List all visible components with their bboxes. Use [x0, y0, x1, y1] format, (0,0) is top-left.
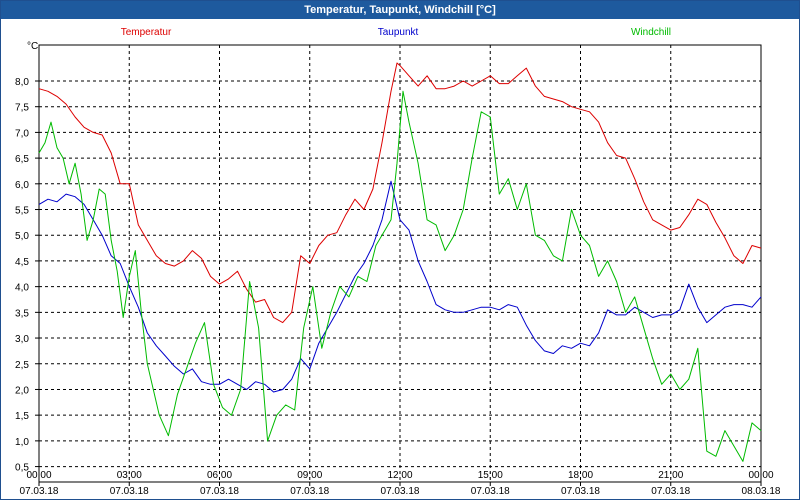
y-tick-label: 3,5 — [15, 308, 29, 319]
y-tick-label: 7,5 — [15, 103, 29, 114]
y-tick-label: 5,0 — [15, 231, 29, 242]
x-tick-date-label: 07.03.18 — [200, 486, 239, 497]
y-tick-label: 7,0 — [15, 128, 29, 139]
y-tick-label: 1,5 — [15, 411, 29, 422]
x-tick-time-label: 03:00 — [117, 470, 142, 481]
x-tick-time-label: 09:00 — [297, 470, 322, 481]
y-tick-label: 2,0 — [15, 385, 29, 396]
y-axis-label: °C — [27, 41, 38, 52]
y-tick-label: 4,0 — [15, 283, 29, 294]
chart-plot: 0,5 1,0 1,5 2,0 2,5 3,0 3,5 4,0 4,5 5,0 5,5 6,0 6,5 7… — [15, 27, 781, 497]
series-line-windchill — [38, 90, 762, 462]
x-tick-time-label: 12:00 — [387, 470, 412, 481]
y-tick-label: 8,0 — [15, 77, 29, 88]
series-line-temperatur — [38, 62, 762, 324]
x-axis-ticks: 00:00 07.03.18 03:00 07.03.18 06:00 07.03.18 0… — [20, 470, 781, 497]
y-axis-ticks: 0,5 1,0 1,5 2,0 2,5 3,0 3,5 4,0 4,5 5,0 5,5 6,0 6,5 7… — [15, 77, 39, 474]
y-tick-label: 5,5 — [15, 206, 29, 217]
x-tick-time-label: 00:00 — [26, 470, 51, 481]
y-tick-label: 2,5 — [15, 360, 29, 371]
legend-temperatur: Temperatur — [121, 27, 172, 38]
x-tick-time-label: 15:00 — [478, 470, 503, 481]
x-tick-date-label: 07.03.18 — [290, 486, 329, 497]
x-tick-date-label: 07.03.18 — [561, 486, 600, 497]
window-title: Temperatur, Taupunkt, Windchill [°C] — [1, 1, 799, 19]
series-line-taupunkt — [38, 180, 762, 393]
data-series — [38, 62, 762, 462]
legend-taupunkt: Taupunkt — [378, 27, 419, 38]
x-tick-time-label: 18:00 — [568, 470, 593, 481]
grid — [39, 45, 761, 482]
y-tick-label: 6,0 — [15, 180, 29, 191]
x-tick-time-label: 06:00 — [207, 470, 232, 481]
legend-windchill: Windchill — [631, 27, 671, 38]
y-tick-label: 1,0 — [15, 437, 29, 448]
x-tick-date-label: 08.03.18 — [742, 486, 781, 497]
x-tick-time-label: 00:00 — [748, 470, 773, 481]
x-tick-date-label: 07.03.18 — [110, 486, 149, 497]
x-tick-date-label: 07.03.18 — [651, 486, 690, 497]
y-tick-label: 3,0 — [15, 334, 29, 345]
x-tick-time-label: 21:00 — [658, 470, 683, 481]
y-tick-label: 0,5 — [15, 463, 29, 474]
y-tick-label: 4,5 — [15, 257, 29, 268]
x-tick-date-label: 07.03.18 — [20, 486, 59, 497]
legend: Temperatur Taupunkt Windchill — [121, 27, 671, 38]
x-tick-date-label: 07.03.18 — [471, 486, 510, 497]
y-tick-label: 6,5 — [15, 154, 29, 165]
x-tick-date-label: 07.03.18 — [381, 486, 420, 497]
